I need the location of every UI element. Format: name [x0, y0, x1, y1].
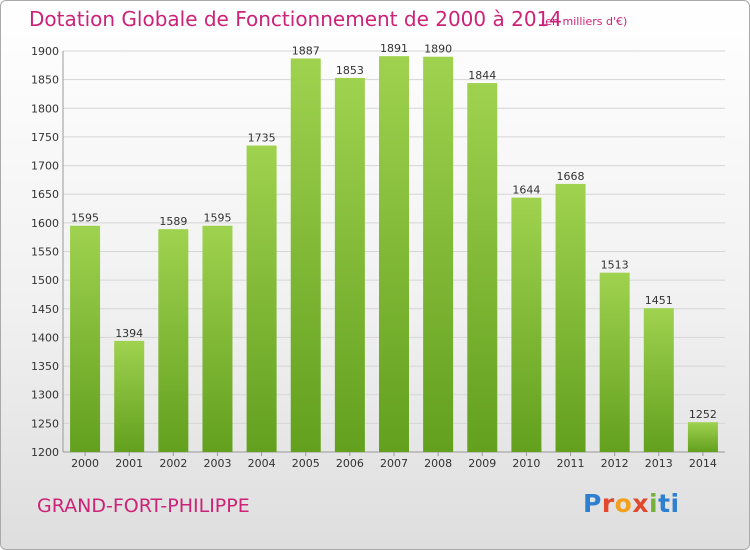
- commune-name: GRAND-FORT-PHILIPPE: [37, 495, 250, 517]
- y-tick-label: 1400: [31, 331, 59, 344]
- y-tick-label: 1850: [31, 74, 59, 87]
- logo-letter: ti: [658, 489, 680, 518]
- y-tick-label: 1500: [31, 274, 59, 287]
- x-tick-label: 2012: [601, 457, 629, 470]
- bar: [246, 145, 277, 452]
- x-tick-label: 2009: [468, 457, 496, 470]
- bar: [202, 225, 233, 452]
- bar-value-label: 1891: [380, 42, 408, 55]
- y-tick-label: 1250: [31, 417, 59, 430]
- bar-value-label: 1844: [468, 69, 496, 82]
- y-tick-label: 1700: [31, 160, 59, 173]
- logo-letter: o: [614, 489, 633, 518]
- labels: 1595 1394 1589 1595 1735 1887 1853 1891 1890 1844…: [71, 42, 717, 421]
- bar-value-label: 1451: [645, 294, 673, 307]
- bar-value-label: 1513: [601, 259, 629, 272]
- bar: [158, 229, 189, 452]
- bar: [334, 77, 365, 452]
- bar-value-label: 1252: [689, 408, 717, 421]
- bar-value-label: 1853: [336, 64, 364, 77]
- bar: [423, 56, 454, 452]
- bar: [467, 83, 498, 452]
- bar: [599, 272, 630, 452]
- bar-value-label: 1644: [512, 184, 540, 197]
- x-tick-label: 2000: [71, 457, 99, 470]
- bars: [70, 56, 718, 453]
- bar-value-label: 1595: [203, 212, 231, 225]
- x-tick-label: 2002: [159, 457, 187, 470]
- y-tick-label: 1750: [31, 131, 59, 144]
- y-tick-label: 1650: [31, 188, 59, 201]
- bar-value-label: 1595: [71, 212, 99, 225]
- logo-letter: P: [583, 489, 602, 518]
- y-tick-label: 1450: [31, 303, 59, 316]
- bar-value-label: 1890: [424, 43, 452, 56]
- bar-value-label: 1887: [292, 44, 320, 57]
- x-tick-label: 2006: [336, 457, 364, 470]
- y-tick-label: 1800: [31, 102, 59, 115]
- bar-value-label: 1735: [248, 132, 276, 145]
- bar: [70, 225, 101, 452]
- bar-value-label: 1589: [159, 215, 187, 228]
- x-tick-label: 2014: [689, 457, 717, 470]
- x-tick-label: 2004: [248, 457, 276, 470]
- y-tick-label: 1300: [31, 389, 59, 402]
- y-tick-label: 1350: [31, 360, 59, 373]
- bar: [687, 422, 718, 452]
- bar: [643, 308, 674, 452]
- proxiti-logo: Proxiti: [583, 489, 680, 518]
- bar: [511, 197, 542, 452]
- x-tick-label: 2003: [203, 457, 231, 470]
- x-tick-label: 2013: [645, 457, 673, 470]
- bar-value-label: 1394: [115, 327, 143, 340]
- bar: [114, 340, 145, 452]
- logo-letter: r: [601, 489, 615, 518]
- bar: [290, 58, 321, 452]
- bar: [379, 56, 409, 453]
- x-tick-label: 2005: [292, 457, 320, 470]
- x-tick-label: 2011: [557, 457, 585, 470]
- x-tick-label: 2010: [512, 457, 540, 470]
- y-tick-label: 1600: [31, 217, 59, 230]
- logo-letter: i: [649, 489, 659, 518]
- axes: 1200 1250 1300 1350 1400 1450 1500 1550 1600 1650…: [31, 45, 725, 470]
- chart-title: Dotation Globale de Fonctionnement de 20…: [29, 7, 562, 31]
- y-tick-label: 1200: [31, 446, 59, 459]
- x-tick-label: 2001: [115, 457, 143, 470]
- chart-subtitle: (en milliers d'€): [541, 15, 628, 28]
- logo-letter: x: [632, 489, 649, 518]
- x-tick-label: 2007: [380, 457, 408, 470]
- y-tick-label: 1550: [31, 246, 59, 259]
- bar: [555, 183, 586, 452]
- bar-value-label: 1668: [557, 170, 585, 183]
- x-tick-label: 2008: [424, 457, 452, 470]
- y-tick-label: 1900: [31, 45, 59, 58]
